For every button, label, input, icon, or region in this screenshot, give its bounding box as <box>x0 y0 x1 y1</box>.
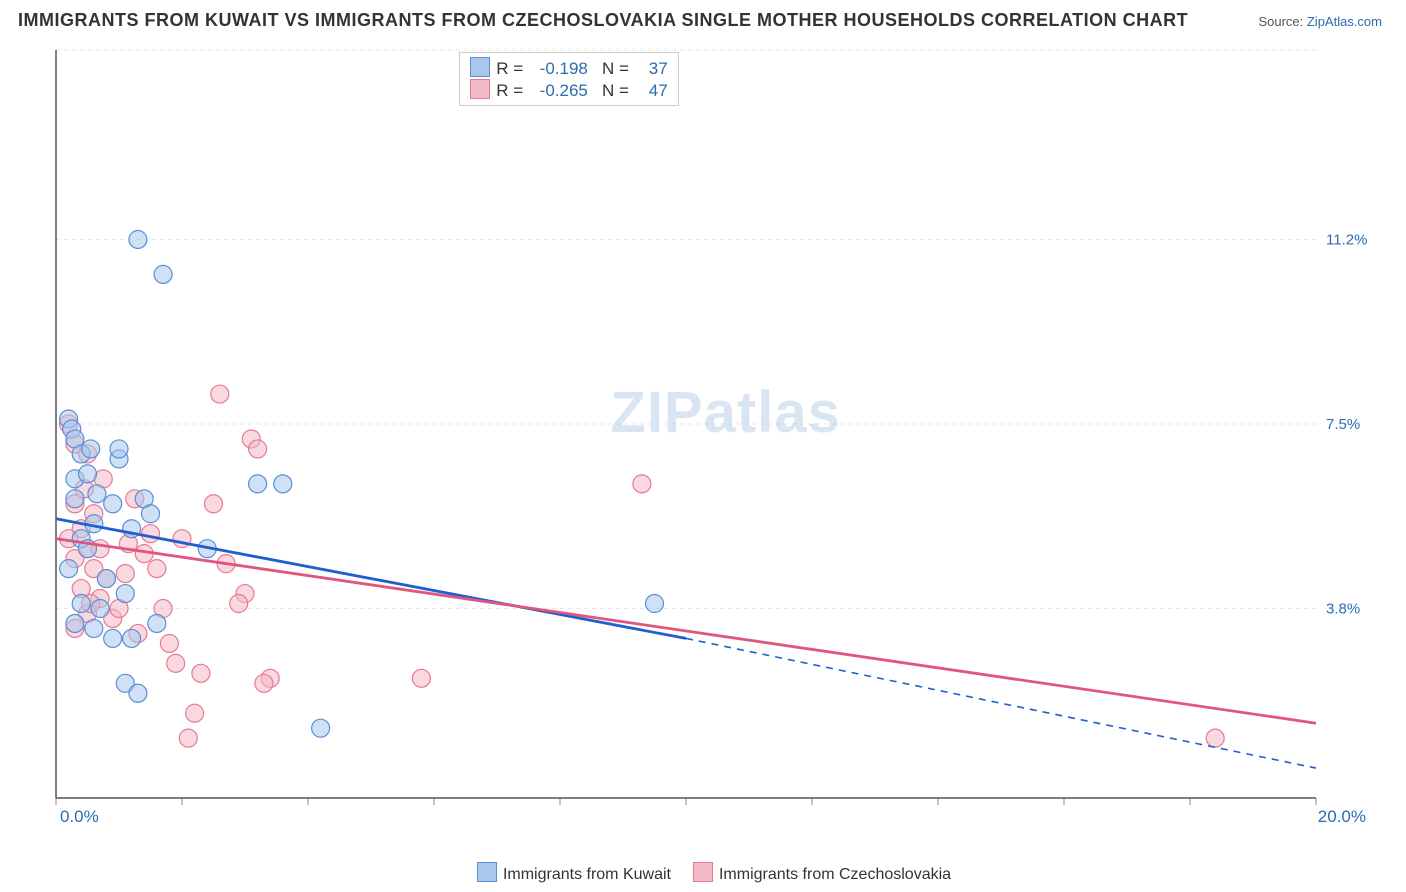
correlation-stats-box: R = -0.198 N = 37R = -0.265 N = 47 <box>459 52 679 106</box>
svg-text:7.5%: 7.5% <box>1326 416 1360 433</box>
stat-n-value: 47 <box>634 81 668 101</box>
legend-swatch-kuwait <box>477 862 497 882</box>
chart-title: IMMIGRANTS FROM KUWAIT VS IMMIGRANTS FRO… <box>18 10 1188 31</box>
legend-swatch-czech <box>693 862 713 882</box>
legend-bottom: Immigrants from Kuwait Immigrants from Cz… <box>0 862 1406 884</box>
svg-text:20.0%: 20.0% <box>1318 807 1366 826</box>
stats-row-czech: R = -0.265 N = 47 <box>470 79 668 101</box>
source-prefix: Source: <box>1258 14 1306 29</box>
legend-label-kuwait: Immigrants from Kuwait <box>503 866 671 883</box>
svg-text:3.8%: 3.8% <box>1326 601 1360 618</box>
stat-n-label: N = <box>602 59 629 78</box>
scatter-plot-svg: 3.8% 7.5% 11.2% 0.0% 20.0% <box>46 44 1386 834</box>
svg-text:11.2%: 11.2% <box>1326 231 1367 248</box>
legend-swatch <box>470 57 490 77</box>
stat-r-label: R = <box>496 59 523 78</box>
source-attribution: Source: ZipAtlas.com <box>1258 14 1382 29</box>
svg-text:0.0%: 0.0% <box>60 807 99 826</box>
stat-r-label: R = <box>496 81 523 100</box>
chart-area: 3.8%7.5%11.2%0.0%20.0% ZIPatlas R = -0.1… <box>46 44 1386 834</box>
stats-row-kuwait: R = -0.198 N = 37 <box>470 57 668 79</box>
stat-n-label: N = <box>602 81 629 100</box>
stat-n-value: 37 <box>634 59 668 79</box>
stat-r-value: -0.198 <box>528 59 588 79</box>
source-link[interactable]: ZipAtlas.com <box>1307 14 1382 29</box>
stat-r-value: -0.265 <box>528 81 588 101</box>
legend-label-czech: Immigrants from Czechoslovakia <box>719 866 951 883</box>
legend-swatch <box>470 79 490 99</box>
